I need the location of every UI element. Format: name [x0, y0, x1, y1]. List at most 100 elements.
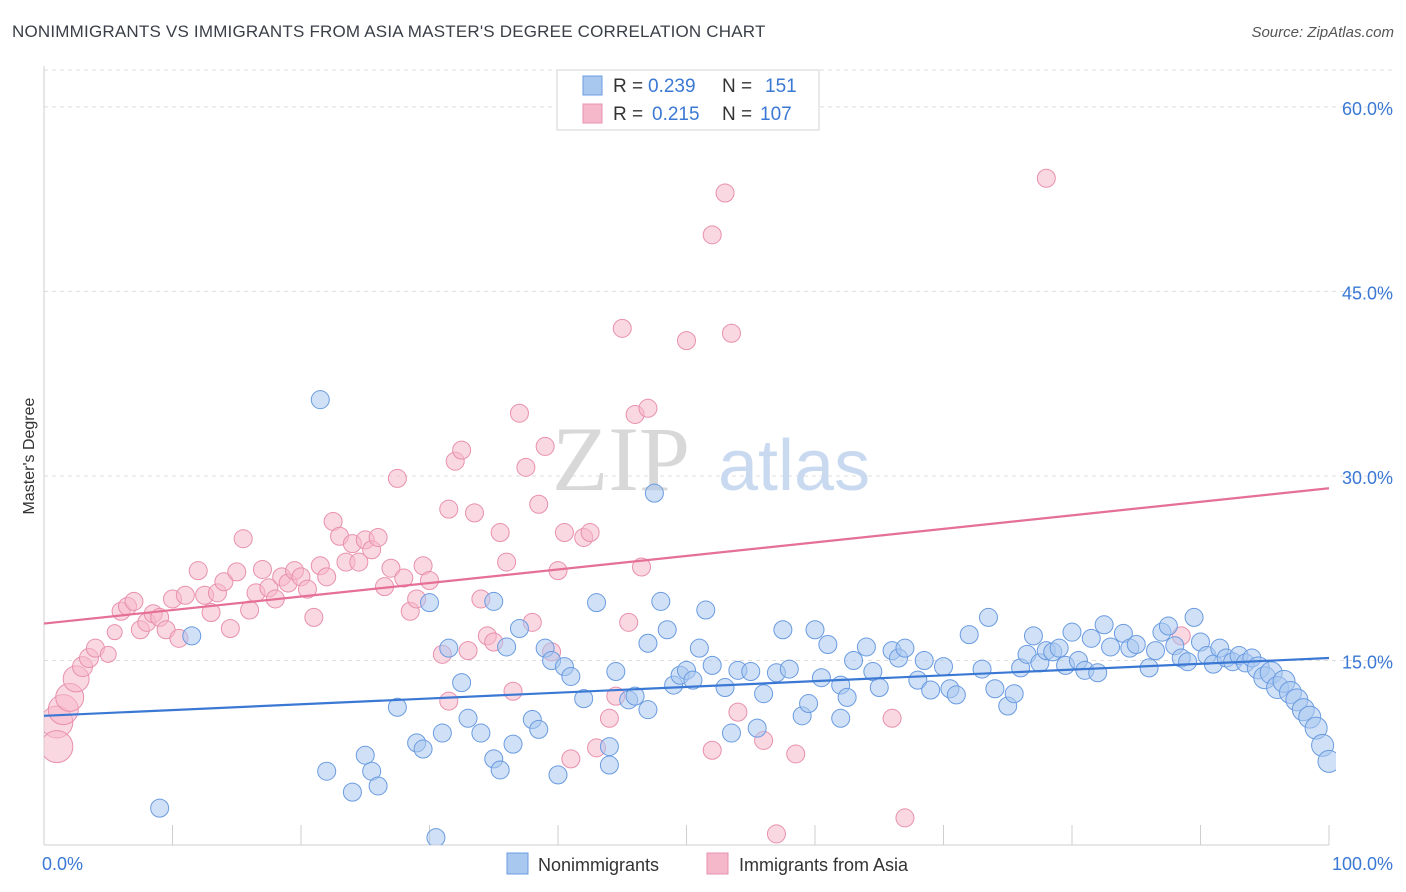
nonimmigrant-point: [1062, 622, 1082, 642]
nonimmigrant-point: [805, 620, 825, 640]
legend-n-value-2: 107: [760, 104, 792, 125]
nonimmigrant-point: [946, 685, 966, 705]
nonimmigrant-point: [1317, 749, 1336, 773]
immigrant-point: [368, 527, 388, 547]
legend-n-label-2: N =: [722, 104, 752, 125]
y-tick-label: 60.0%: [1342, 99, 1393, 119]
nonimmigrant-point: [452, 673, 472, 693]
nonimmigrant-point: [426, 828, 446, 845]
immigrant-point: [638, 398, 658, 418]
watermark-atlas: atlas: [718, 426, 870, 506]
nonimmigrant-point: [811, 668, 831, 688]
nonimmigrant-point: [644, 483, 664, 503]
trend-lines: [43, 487, 1330, 717]
nonimmigrant-point: [651, 591, 671, 611]
nonimmigrant-point: [1146, 641, 1166, 661]
nonimmigrant-point: [561, 666, 581, 686]
nonimmigrant-point: [587, 593, 607, 613]
immigrant-point: [349, 552, 369, 572]
immigrant-point: [490, 523, 510, 543]
nonimmigrant-point: [1081, 628, 1101, 648]
nonimmigrant-point: [432, 723, 452, 743]
immigrant-point: [252, 559, 272, 579]
nonimmigrant-point: [599, 737, 619, 757]
immigrant-point: [632, 557, 652, 577]
legend-swatch-pink: [582, 103, 603, 124]
nonimmigrant-point: [1184, 607, 1204, 627]
nonimmigrant-point: [638, 633, 658, 653]
immigrant-point: [458, 641, 478, 661]
nonimmigrant-point: [869, 678, 889, 698]
watermark-zip: ZIP: [552, 408, 690, 510]
legend-n-label-1: N =: [722, 76, 752, 97]
immigrant-point: [220, 618, 240, 638]
immigrant-point: [766, 824, 786, 844]
immigrant-point: [497, 552, 517, 572]
immigrant-trend-line: [43, 487, 1330, 625]
immigrant-point: [420, 571, 439, 591]
nonimmigrant-point: [490, 760, 510, 780]
nonimmigrant-point: [387, 697, 407, 717]
immigrant-point: [297, 579, 317, 599]
nonimmigrant-point: [747, 718, 767, 738]
nonimmigrant-trend-line: [43, 656, 1330, 717]
nonimmigrant-point: [1126, 634, 1146, 654]
immigrant-point: [1036, 168, 1056, 188]
immigrant-point: [677, 331, 696, 351]
legend-r-label-2: R =: [613, 104, 643, 125]
immigrant-point: [439, 499, 459, 519]
nonimmigrant-point: [497, 637, 517, 657]
immigrant-point: [381, 558, 401, 578]
legend-r-label-1: R =: [613, 76, 643, 97]
nonimmigrant-point: [458, 708, 478, 728]
immigrant-point: [439, 691, 459, 711]
legend-bottom-swatch-pink: [706, 852, 729, 875]
x-tick-label-end: 100.0%: [1332, 854, 1393, 874]
immigrant-point: [503, 681, 523, 701]
immigrant-point: [715, 183, 735, 203]
immigrant-point: [612, 318, 632, 338]
immigrant-point: [561, 749, 581, 769]
nonimmigrant-point: [484, 591, 504, 611]
immigrant-point: [554, 523, 574, 543]
nonimmigrant-point: [844, 650, 864, 670]
nonimmigrant-point: [741, 662, 761, 682]
legend-bottom-label-2: Immigrants from Asia: [739, 855, 909, 875]
immigrant-point: [227, 562, 247, 582]
y-tick-label: 30.0%: [1342, 468, 1393, 488]
nonimmigrant-point: [1094, 615, 1114, 635]
immigrant-point: [529, 494, 549, 514]
series-legend: Nonimmigrants Immigrants from Asia: [506, 852, 909, 875]
immigrant-point: [175, 585, 195, 605]
immigrant-point: [214, 572, 234, 592]
grid-lines: [44, 69, 1395, 661]
nonimmigrant-point: [696, 600, 716, 620]
immigrant-point: [535, 436, 555, 456]
nonimmigrant-point: [1139, 658, 1159, 678]
nonimmigrant-point: [689, 638, 709, 658]
immigrant-point: [599, 708, 619, 728]
immigrant-point: [895, 808, 915, 828]
nonimmigrant-point: [529, 719, 549, 739]
immigrant-point: [106, 624, 123, 641]
legend-r-value-1: 0.239: [648, 76, 696, 97]
nonimmigrant-point: [985, 679, 1005, 699]
nonimmigrant-point: [914, 650, 934, 670]
nonimmigrant-point: [657, 620, 677, 640]
nonimmigrant-point: [959, 625, 979, 645]
nonimmigrant-point: [715, 678, 735, 698]
nonimmigrant-point: [413, 739, 433, 759]
nonimmigrant-point: [1158, 616, 1178, 636]
nonimmigrant-point: [779, 659, 799, 679]
nonimmigrant-point: [503, 734, 523, 754]
nonimmigrant-point: [1178, 652, 1198, 672]
data-points: [44, 168, 1336, 845]
immigrant-point: [619, 612, 639, 632]
immigrant-point: [394, 568, 414, 588]
nonimmigrant-point: [934, 657, 953, 677]
legend-r-value-2: 0.215: [652, 104, 700, 125]
immigrant-point: [452, 440, 472, 460]
nonimmigrant-point: [420, 593, 439, 613]
nonimmigrant-point: [1088, 663, 1108, 683]
